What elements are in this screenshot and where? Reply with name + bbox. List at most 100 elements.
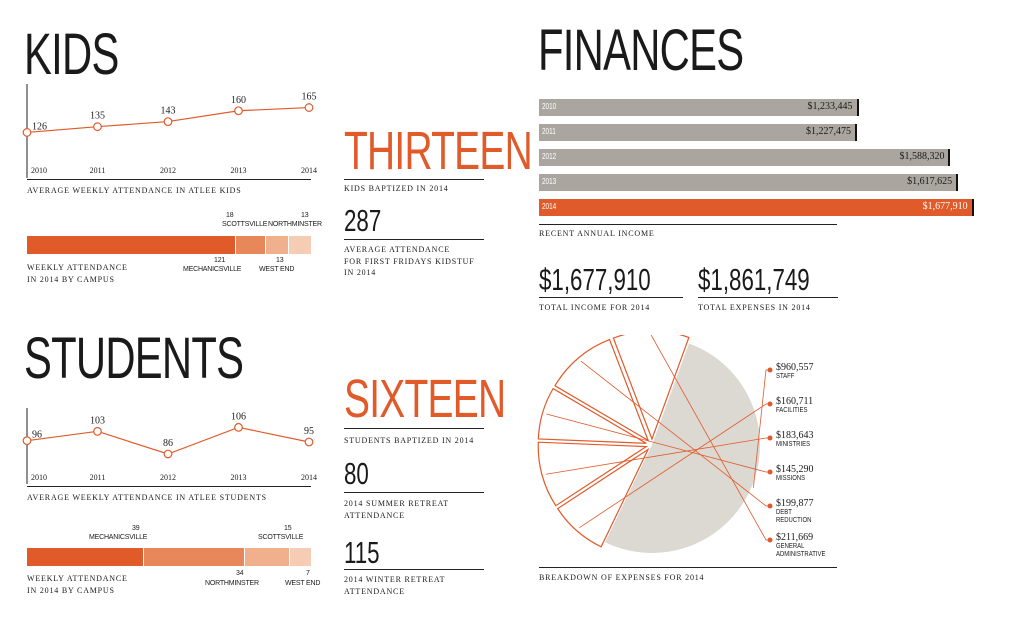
legend-category: STAFF <box>776 373 795 380</box>
legend-item-general-administrative: $211,669 GENERAL ADMINISTRATIVE <box>776 532 836 559</box>
students-line-tick-label: 2013 <box>231 473 247 482</box>
kids-line-point <box>234 106 243 116</box>
students-line-point <box>93 426 102 436</box>
pie-slice-ministries <box>537 441 649 507</box>
students-summer-number: 80 <box>344 456 369 491</box>
students-line-rule <box>27 486 311 487</box>
income-rule <box>539 224 837 225</box>
students-line-data-label: 106 <box>231 411 246 422</box>
students-campus-label-4: WEST END <box>285 580 321 587</box>
kids-kidstuf-caption-line2: FOR FIRST FRIDAYS KIDSTUF <box>344 256 475 266</box>
students-winter-caption-line1: 2014 WINTER RETREAT <box>344 575 446 584</box>
total-income-caption: TOTAL INCOME FOR 2014 <box>539 303 651 312</box>
students-campus-caption-line1: WEEKLY ATTENDANCE <box>27 574 128 583</box>
legend-value: $960,557 <box>776 362 814 373</box>
students-winter-caption-line2: ATTENDANCE <box>344 586 405 596</box>
kids-campus-caption-line1: WEEKLY ATTENDANCE <box>27 263 128 272</box>
kids-baptized-word: THIRTEEN <box>344 121 533 181</box>
total-expenses-caption: TOTAL EXPENSES IN 2014 <box>698 303 811 312</box>
kids-kidstuf-caption-line1: AVERAGE ATTENDANCE <box>344 245 451 254</box>
total-income-rule <box>539 297 683 298</box>
pie-slice-facilities <box>556 447 650 548</box>
students-campus-segment-scottsville <box>244 548 291 566</box>
income-bar-value-label: $1,617,625 <box>907 176 953 187</box>
students-baptized-word: SIXTEEN <box>344 369 506 429</box>
kids-line-point <box>22 128 32 137</box>
students-campus-segment-mechanicsville <box>27 548 144 566</box>
kids-line-data-label: 126 <box>32 121 47 132</box>
income-bar-2010: 2010 $1,233,445 <box>539 99 859 116</box>
kids-campus-value-3: 13 <box>276 257 284 264</box>
pie-slice-staff <box>605 343 761 554</box>
kids-line-rule <box>27 179 311 180</box>
students-line-point <box>304 437 314 447</box>
kids-line-point <box>163 117 173 126</box>
students-campus-caption-line2: IN 2014 BY CAMPUS <box>27 585 115 595</box>
kids-campus-label-2: SCOTTSVILLE <box>222 221 268 228</box>
income-bar-2014: 2014 $1,677,910 <box>539 199 974 216</box>
pie-slice-missions <box>537 387 647 444</box>
income-bar-year-label: 2014 <box>542 202 557 211</box>
legend-category: DEBT REDUCTION <box>776 509 812 524</box>
pie-caption: BREAKDOWN OF EXPENSES FOR 2014 <box>539 573 705 582</box>
students-campus-value-2: 34 <box>236 570 244 577</box>
students-winter-number: 115 <box>344 535 380 570</box>
students-title: STUDENTS <box>24 326 244 391</box>
kids-campus-label-1: MECHANICSVILLE <box>183 266 242 273</box>
legend-item-missions: $145,290 MISSIONS <box>776 464 836 483</box>
students-summer-caption: 2014 SUMMER RETREAT ATTENDANCE <box>344 498 449 521</box>
kids-line-data-label: 165 <box>302 92 317 103</box>
students-summer-caption-line1: 2014 SUMMER RETREAT <box>344 499 449 508</box>
income-bar-2012: 2012 $1,588,320 <box>539 149 951 166</box>
kids-campus-bar <box>27 236 311 254</box>
students-line-data-label: 86 <box>163 438 173 449</box>
students-campus-bar <box>27 548 311 566</box>
kids-line-point <box>93 122 102 132</box>
income-bar-value-label: $1,677,910 <box>922 201 968 212</box>
kids-campus-segment-mechanicsville <box>27 236 235 254</box>
students-baptized-caption: STUDENTS BAPTIZED IN 2014 <box>344 436 474 445</box>
students-line-point <box>22 436 32 446</box>
kids-line-data-label: 160 <box>231 95 246 106</box>
expenses-pie-chart <box>537 335 773 554</box>
legend-category: FACILITIES <box>776 407 808 414</box>
students-campus-value-4: 7 <box>306 570 310 577</box>
kids-title: KIDS <box>24 22 119 87</box>
students-winter-caption: 2014 WINTER RETREAT ATTENDANCE <box>344 574 445 597</box>
kids-campus-segment-scottsville <box>234 236 267 254</box>
legend-item-staff: $960,557 STAFF <box>776 362 836 381</box>
students-line-tick-label: 2012 <box>160 473 176 482</box>
students-campus-value-1: 39 <box>132 525 140 532</box>
pie-leader-dot <box>767 469 773 475</box>
students-line-tick-label: 2014 <box>301 473 317 482</box>
students-line-tick-label: 2011 <box>90 473 106 482</box>
kids-campus-value-1: 121 <box>214 257 226 264</box>
total-expenses-number: $1,861,749 <box>698 262 810 297</box>
kids-campus-segment-northminster <box>287 236 311 254</box>
kids-baptized-caption: KIDS BAPTIZED IN 2014 <box>344 184 449 193</box>
kids-line-tick-label: 2013 <box>231 166 247 175</box>
income-bar-year-label: 2013 <box>542 177 557 186</box>
students-campus-label-2: NORTHMINSTER <box>205 580 259 587</box>
kids-campus-value-2: 18 <box>226 212 234 219</box>
students-campus-segment-west-end <box>289 548 311 566</box>
kids-line-tick-label: 2012 <box>160 166 176 175</box>
legend-value: $211,669 <box>776 532 814 543</box>
kids-kidstuf-rule <box>344 239 484 240</box>
kids-line-caption: AVERAGE WEEKLY ATTENDANCE IN ATLEE KIDS <box>27 186 242 195</box>
legend-item-ministries: $183,643 MINISTRIES <box>776 430 836 449</box>
kids-campus-segment-west-end <box>265 236 289 254</box>
income-bar-2011: 2011 $1,227,475 <box>539 124 857 141</box>
legend-category: GENERAL ADMINISTRATIVE <box>776 543 826 558</box>
kids-campus-caption: WEEKLY ATTENDANCE IN 2014 BY CAMPUS <box>27 262 128 285</box>
pie-slice-general-administrative <box>612 335 690 441</box>
kids-campus-caption-line2: IN 2014 BY CAMPUS <box>27 274 115 284</box>
pie-rule <box>539 567 837 568</box>
finances-title: FINANCES <box>538 18 744 83</box>
income-bar-value-label: $1,588,320 <box>899 151 945 162</box>
pie-slice-debt-reduction <box>554 338 650 442</box>
students-line-data-label: 96 <box>32 430 42 441</box>
income-bar-value-label: $1,233,445 <box>807 101 853 112</box>
kids-line-point <box>304 103 314 112</box>
students-line-point <box>163 449 173 459</box>
